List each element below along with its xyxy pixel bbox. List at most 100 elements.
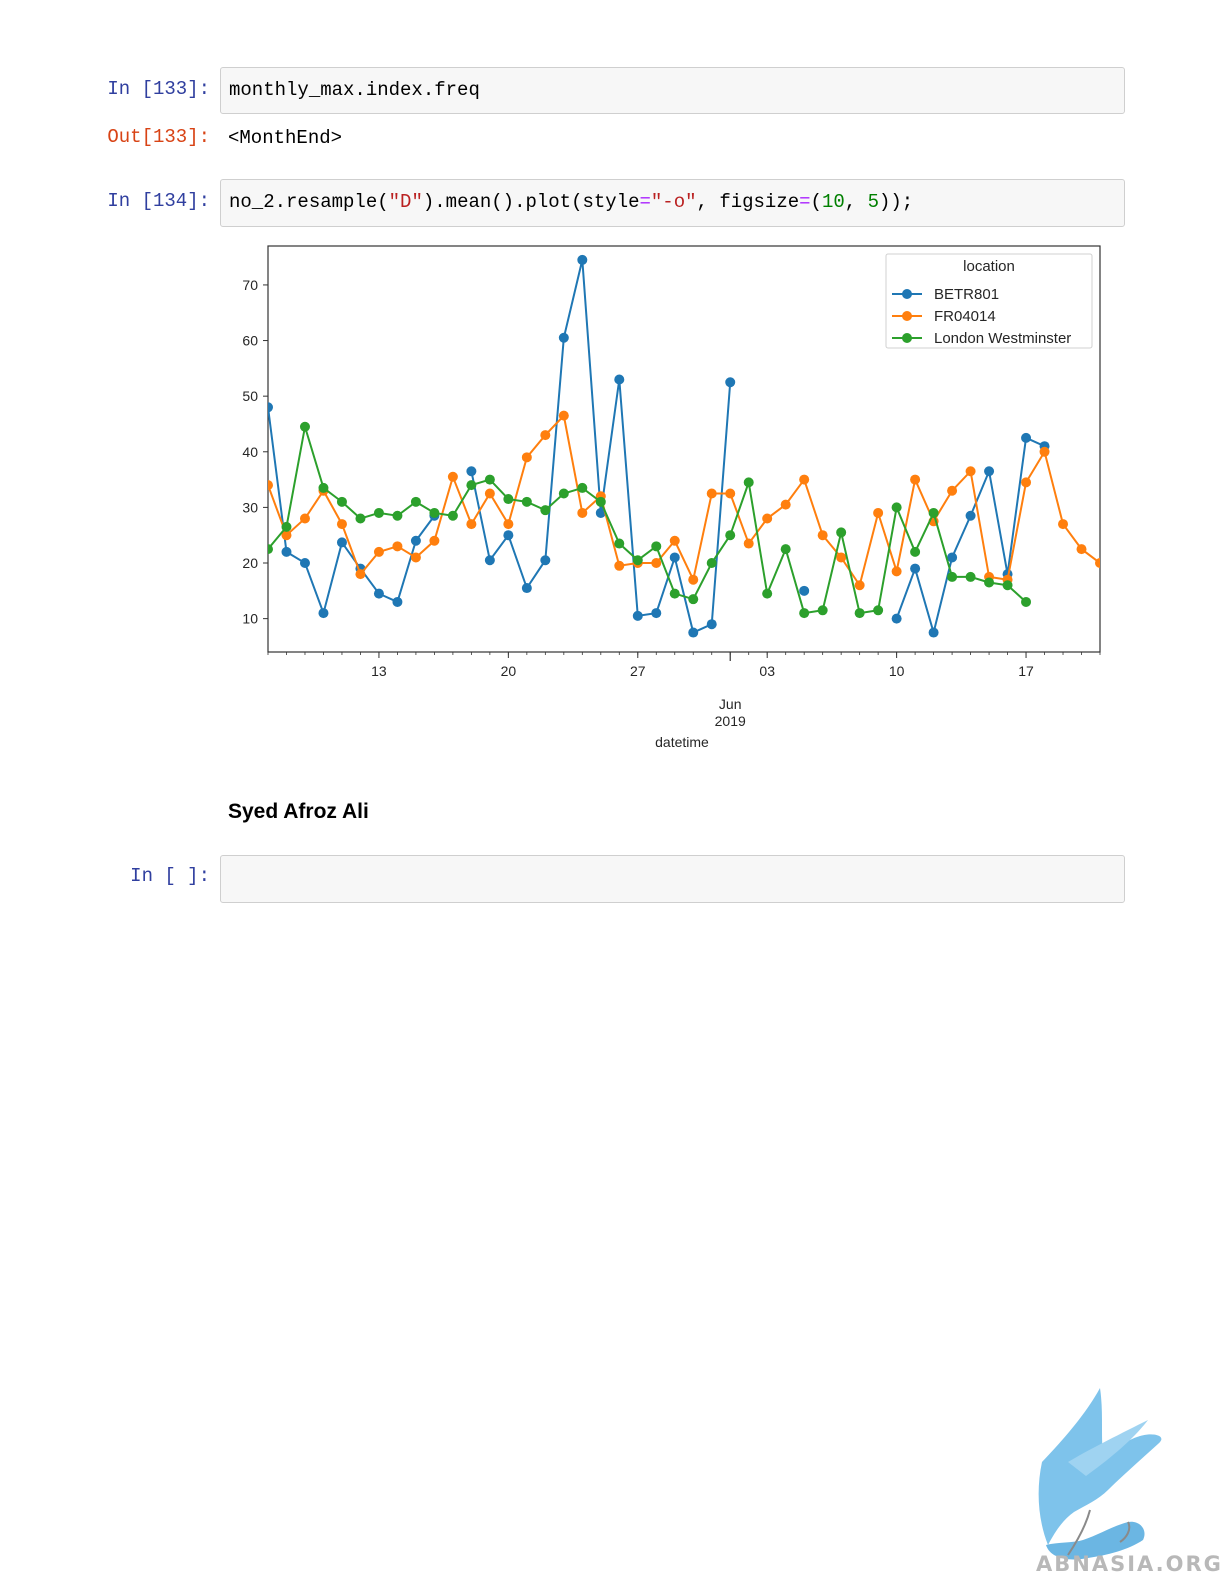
data-point (1021, 596, 1032, 607)
x-major-label-year: 2019 (715, 713, 746, 729)
data-point (336, 537, 347, 548)
legend-box (885, 253, 1093, 349)
data-point (558, 488, 569, 499)
data-point (392, 541, 403, 552)
y-tick-label: 60 (242, 333, 258, 349)
data-point (854, 608, 865, 619)
data-point (947, 552, 958, 563)
series-london-westminster (268, 421, 1032, 619)
data-point (725, 530, 736, 541)
output-text-133: <MonthEnd> (228, 127, 343, 149)
data-point (965, 571, 976, 582)
data-point (281, 521, 292, 532)
data-point (743, 538, 754, 549)
data-point (669, 588, 680, 599)
y-tick-label: 70 (242, 277, 258, 293)
data-point (688, 627, 699, 638)
y-tick-label: 10 (242, 611, 258, 627)
data-point (688, 574, 699, 585)
data-point (281, 530, 292, 541)
code-text-134: no_2.resample("D").mean().plot(style="-o… (229, 191, 914, 213)
data-point (410, 496, 421, 507)
data-point (299, 513, 310, 524)
griffin-logo-watermark (1038, 1388, 1162, 1560)
data-point (268, 402, 273, 413)
data-point (466, 519, 477, 530)
data-point (614, 538, 625, 549)
data-point (503, 519, 514, 530)
data-point (965, 466, 976, 477)
y-tick-label: 40 (242, 444, 258, 460)
data-point (928, 507, 939, 518)
x-tick-label: 27 (630, 663, 646, 679)
data-point (780, 544, 791, 555)
data-point (762, 513, 773, 524)
data-point (706, 558, 717, 569)
data-point (688, 594, 699, 605)
data-point (965, 510, 976, 521)
data-point (706, 619, 717, 630)
data-point (651, 558, 662, 569)
x-tick-label: 03 (759, 663, 775, 679)
author-name: Syed Afroz Ali (228, 800, 369, 823)
data-point (669, 552, 680, 563)
data-point (762, 588, 773, 599)
data-point (799, 585, 810, 596)
data-point (947, 571, 958, 582)
code-cell-133[interactable]: monthly_max.index.freq (220, 67, 1125, 114)
legend-label: London Westminster (934, 330, 1071, 347)
x-tick-label: 17 (1018, 663, 1034, 679)
data-point (873, 507, 884, 518)
x-tick-label: 20 (501, 663, 517, 679)
data-point (429, 535, 440, 546)
data-point (318, 482, 329, 493)
output-prompt-133: Out[133]: (107, 126, 210, 148)
legend-title: location (963, 258, 1015, 275)
data-point (577, 507, 588, 518)
data-point (891, 502, 902, 513)
data-point (410, 535, 421, 546)
data-point (558, 332, 569, 343)
legend-marker (902, 289, 912, 299)
data-point (1039, 446, 1050, 457)
data-point (299, 421, 310, 432)
data-point (392, 596, 403, 607)
data-point (484, 474, 495, 485)
data-point (910, 474, 921, 485)
data-point (410, 552, 421, 563)
code-cell-134[interactable]: no_2.resample("D").mean().plot(style="-o… (220, 179, 1125, 227)
data-point (799, 474, 810, 485)
series-line (268, 413, 1100, 588)
y-tick-label: 50 (242, 388, 258, 404)
data-point (373, 588, 384, 599)
x-axis-label: datetime (655, 734, 709, 750)
data-point (558, 410, 569, 421)
data-point (706, 488, 717, 499)
data-point (873, 605, 884, 616)
legend-label: FR04014 (934, 308, 996, 325)
data-point (466, 480, 477, 491)
data-point (595, 507, 606, 518)
x-tick-label: 10 (889, 663, 905, 679)
data-point (632, 610, 643, 621)
code-cell-empty[interactable] (220, 855, 1125, 903)
data-point (891, 613, 902, 624)
data-point (336, 496, 347, 507)
data-point (355, 569, 366, 580)
x-tick-label: 13 (371, 663, 387, 679)
x-major-label-month: Jun (719, 696, 742, 712)
legend-marker (902, 333, 912, 343)
data-point (743, 477, 754, 488)
data-point (854, 580, 865, 591)
data-point (725, 488, 736, 499)
data-point (632, 555, 643, 566)
data-point (1021, 477, 1032, 488)
data-point (521, 452, 532, 463)
data-point (1058, 519, 1069, 530)
data-point (836, 552, 847, 563)
data-point (928, 627, 939, 638)
data-point (484, 488, 495, 499)
data-point (891, 566, 902, 577)
data-point (614, 560, 625, 571)
